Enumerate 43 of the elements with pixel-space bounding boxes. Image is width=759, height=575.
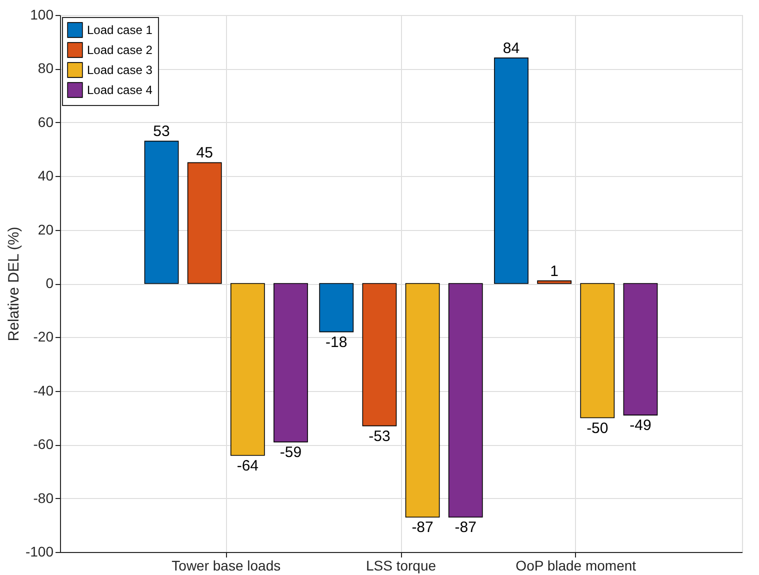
bar: [144, 140, 179, 284]
y-tick-label: -60: [33, 436, 54, 452]
data-label: -87: [412, 519, 434, 536]
data-label: -49: [630, 417, 652, 434]
bar: [362, 283, 397, 426]
x-tick-label: OoP blade moment: [516, 558, 636, 574]
data-label: -50: [586, 420, 608, 437]
data-label: 84: [502, 40, 520, 57]
y-tick-label: -20: [33, 328, 54, 345]
bar: [623, 283, 658, 416]
x-tick-label: LSS torque: [366, 558, 436, 574]
legend-label: Load case 2: [87, 43, 153, 57]
y-tick-label: 40: [38, 168, 54, 184]
bar: [230, 283, 265, 456]
data-label: -59: [280, 444, 302, 461]
bar: [537, 280, 572, 284]
data-label: -18: [326, 334, 348, 351]
bar: [448, 283, 483, 518]
legend-label: Load case 4: [87, 83, 153, 97]
y-tick-label: 20: [38, 221, 54, 238]
y-axis-title: Relative DEL (%): [5, 226, 22, 342]
y-tick-label: 80: [38, 60, 54, 76]
y-tick-label: 100: [30, 6, 54, 22]
data-label: -53: [368, 428, 390, 445]
bar: [405, 283, 440, 518]
bar: [187, 162, 222, 284]
legend-label: Load case 1: [87, 23, 153, 37]
bar: [274, 283, 308, 442]
bar: [319, 283, 354, 332]
data-label: 53: [153, 123, 170, 140]
bar: [494, 58, 528, 284]
x-tick-label: Tower base loads: [172, 558, 281, 574]
data-label: -87: [454, 519, 476, 536]
data-label: 45: [196, 144, 213, 162]
y-tick-label: 60: [38, 114, 54, 130]
data-label: -64: [236, 457, 259, 474]
y-tick-label: -40: [33, 382, 54, 398]
bar: [580, 283, 615, 418]
y-tick-label: -80: [33, 490, 54, 506]
legend-label: Load case 3: [87, 63, 153, 77]
y-tick-label: 0: [46, 275, 54, 291]
data-label: 1: [550, 262, 559, 280]
y-tick-label: -100: [25, 544, 54, 560]
